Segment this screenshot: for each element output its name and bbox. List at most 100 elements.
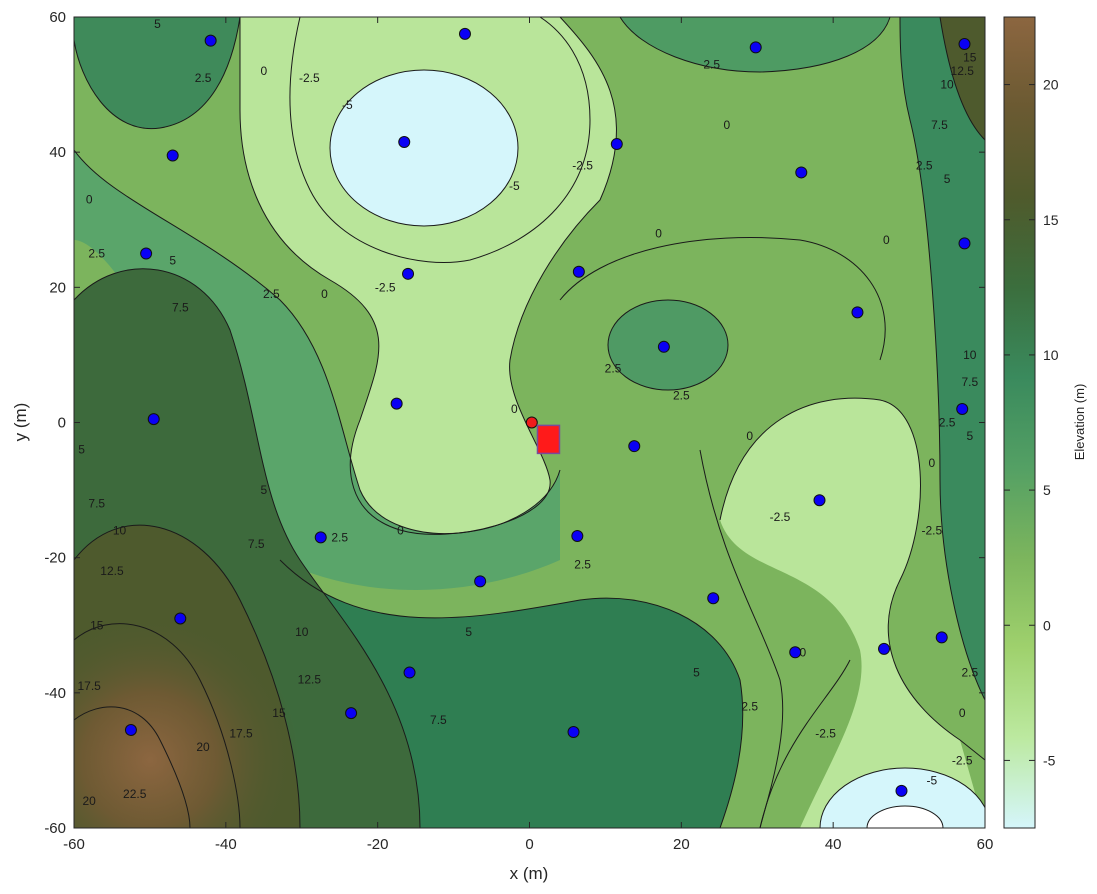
scatter-point <box>749 41 762 54</box>
scatter-point <box>657 340 670 353</box>
contour-line <box>74 268 421 828</box>
scatter-point <box>398 136 411 149</box>
contour-fill-low-bottom <box>820 768 985 828</box>
contour-line <box>74 706 191 828</box>
scatter-point <box>567 726 580 739</box>
plot-area: 5 2.5 0 -2.5 -5 -5 -2.5 2.5 0 2.5 5 7.5 10 12.5 15 0 2.5… <box>74 17 985 828</box>
scatter-point <box>789 646 802 659</box>
contour-fill-peak <box>74 610 300 828</box>
x-tick-label: 40 <box>825 836 842 853</box>
contour-fill-low-top <box>330 70 518 226</box>
contour-label: 7.5 <box>248 537 265 551</box>
scatter-point <box>572 265 585 278</box>
contour-label: 7.5 <box>931 118 948 132</box>
contour-label: 0 <box>746 429 753 443</box>
scatter-point <box>935 631 948 644</box>
contour-label: 15 <box>963 51 977 65</box>
markers <box>124 27 971 797</box>
contour-line <box>329 69 519 227</box>
contour-label: 15 <box>90 618 104 632</box>
x-axis-label: x (m) <box>510 864 549 883</box>
contour-label: 2.5 <box>331 530 348 544</box>
contour-line <box>289 17 591 263</box>
contour-label: 2.5 <box>673 388 690 402</box>
contour-label: 17.5 <box>229 726 253 740</box>
colorbar-tick-label: 5 <box>1043 482 1051 498</box>
contour-label: 2.5 <box>605 361 622 375</box>
contour-label: 0 <box>511 402 518 416</box>
scatter-point <box>474 575 487 588</box>
y-tick-label: -20 <box>44 550 66 567</box>
contour-label: 0 <box>724 118 731 132</box>
contour-label: 0 <box>929 456 936 470</box>
x-tick-label: -60 <box>63 836 85 853</box>
contour-label: -5 <box>342 98 353 112</box>
contour-line <box>619 17 891 73</box>
x-tick-label: 0 <box>525 836 533 853</box>
scatter-point <box>795 166 808 179</box>
colorbar-gradient <box>1003 16 1036 829</box>
contour-label: 7.5 <box>430 713 447 727</box>
scatter-point <box>314 531 327 544</box>
y-tick-label: 40 <box>49 144 66 161</box>
contour-line <box>899 17 985 701</box>
contour-line <box>74 524 301 828</box>
contour-lines <box>74 17 985 828</box>
contour-fill-right-low <box>720 398 985 828</box>
contour-line <box>819 767 985 828</box>
contour-label: 10 <box>113 524 127 538</box>
contour-label: 0 <box>655 226 662 240</box>
contour-line <box>866 805 944 828</box>
contour-line <box>939 17 985 141</box>
contour-label: 2.5 <box>961 666 978 680</box>
contour-line <box>607 299 729 391</box>
scatter-point <box>166 149 179 162</box>
scatter-point <box>147 413 160 426</box>
contour-label: 0 <box>959 706 966 720</box>
contour-label: -2.5 <box>815 726 836 740</box>
colorbar-label: Elevation (m) <box>1072 384 1087 461</box>
scatter-point <box>571 530 584 543</box>
contour-label: 5 <box>260 483 267 497</box>
contour-label: -2.5 <box>770 510 791 524</box>
contour-label: 20 <box>83 794 97 808</box>
contour-label: 2.5 <box>195 71 212 85</box>
scatter-point <box>403 666 416 679</box>
contour-label: 22.5 <box>123 787 147 801</box>
x-tick-label: 20 <box>673 836 690 853</box>
contour-fill-right-edge <box>900 17 985 700</box>
scatter-point <box>813 494 826 507</box>
contour-label: 0 <box>799 645 806 659</box>
colorbar-ticks: -5 0 5 10 15 20 <box>1004 77 1059 768</box>
y-tick-label: 20 <box>49 279 66 296</box>
contour-fill-right-edge-dark <box>940 17 985 140</box>
colorbar-tick-label: 10 <box>1043 347 1059 363</box>
contour-label: 15 <box>272 706 286 720</box>
x-tick-label: -40 <box>215 836 237 853</box>
contour-label: 5 <box>966 429 973 443</box>
contour-line <box>719 397 985 761</box>
y-tick-label: -40 <box>44 685 66 702</box>
contour-fill-topleft <box>74 17 240 129</box>
scatter-point <box>140 247 153 260</box>
scatter-point <box>402 267 415 280</box>
contour-label: -2.5 <box>572 159 593 173</box>
contour-label: 12.5 <box>298 672 322 686</box>
scatter-point <box>956 402 969 415</box>
contour-fill-midleft <box>74 150 560 590</box>
contour-label: -5 <box>927 774 938 788</box>
contour-line <box>74 17 241 130</box>
scatter-point <box>204 34 217 47</box>
contour-label: -2.5 <box>952 753 973 767</box>
scatter-point <box>958 237 971 250</box>
colorbar-tick-label: 20 <box>1043 77 1059 93</box>
contour-label: 10 <box>940 78 954 92</box>
contour-label: -5 <box>509 179 520 193</box>
contour-line <box>279 559 744 828</box>
contour-label: 17.5 <box>78 679 102 693</box>
contour-label: 0 <box>883 233 890 247</box>
contour-label: 5 <box>944 172 951 186</box>
colorbar-tick-label: -5 <box>1043 752 1056 768</box>
contour-label: -2.5 <box>299 71 320 85</box>
